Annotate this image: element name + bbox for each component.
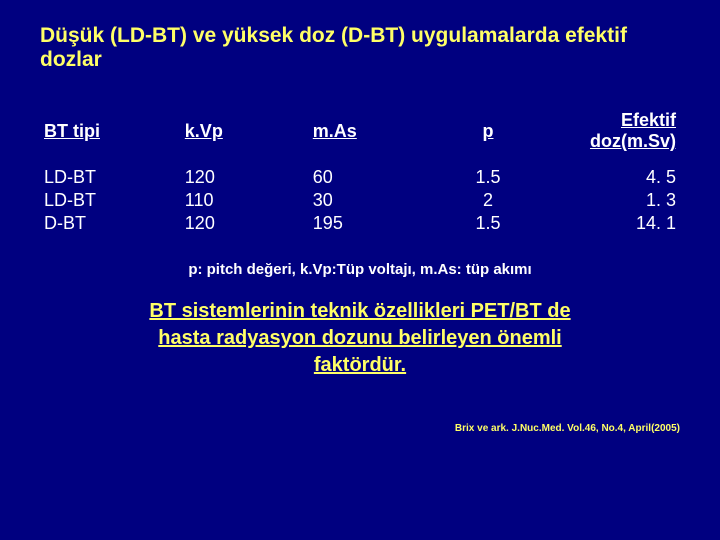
- slide-title: Düşük (LD-BT) ve yüksek doz (D-BT) uygul…: [40, 24, 680, 72]
- cell-p: 2: [437, 189, 539, 212]
- col-bt-tipi: BT tipi: [40, 108, 181, 166]
- cell-kvp: 120: [181, 212, 309, 235]
- col-kvp: k.Vp: [181, 108, 309, 166]
- cell-efektif: 14. 1: [539, 212, 680, 235]
- cell-kvp: 110: [181, 189, 309, 212]
- cell-mas: 60: [309, 166, 437, 189]
- cell-bt-tipi: D-BT: [40, 212, 181, 235]
- summary-line: BT sistemlerinin teknik özellikleri PET/…: [149, 300, 570, 322]
- cell-bt-tipi: LD-BT: [40, 189, 181, 212]
- col-efektif: Efektif doz(m.Sv): [539, 108, 680, 166]
- cell-mas: 195: [309, 212, 437, 235]
- cell-p: 1.5: [437, 166, 539, 189]
- cell-bt-tipi: LD-BT: [40, 166, 181, 189]
- col-p: p: [437, 108, 539, 166]
- cell-mas: 30: [309, 189, 437, 212]
- dose-table: BT tipi k.Vp m.As p Efektif doz(m.Sv) LD…: [40, 108, 680, 235]
- slide-container: Düşük (LD-BT) ve yüksek doz (D-BT) uygul…: [0, 0, 720, 540]
- cell-p: 1.5: [437, 212, 539, 235]
- cell-efektif: 1. 3: [539, 189, 680, 212]
- table-row: LD-BT 110 30 2 1. 3: [40, 189, 680, 212]
- cell-efektif: 4. 5: [539, 166, 680, 189]
- summary-line: faktördür.: [314, 354, 406, 376]
- summary-line: hasta radyasyon dozunu belirleyen önemli: [158, 327, 561, 349]
- summary-text: BT sistemlerinin teknik özellikleri PET/…: [40, 298, 680, 379]
- col-mas: m.As: [309, 108, 437, 166]
- table-header-row: BT tipi k.Vp m.As p Efektif doz(m.Sv): [40, 108, 680, 166]
- table-legend: p: pitch değeri, k.Vp:Tüp voltajı, m.As:…: [40, 261, 680, 278]
- table-row: D-BT 120 195 1.5 14. 1: [40, 212, 680, 235]
- table-row: LD-BT 120 60 1.5 4. 5: [40, 166, 680, 189]
- citation-text: Brix ve ark. J.Nuc.Med. Vol.46, No.4, Ap…: [40, 423, 680, 434]
- cell-kvp: 120: [181, 166, 309, 189]
